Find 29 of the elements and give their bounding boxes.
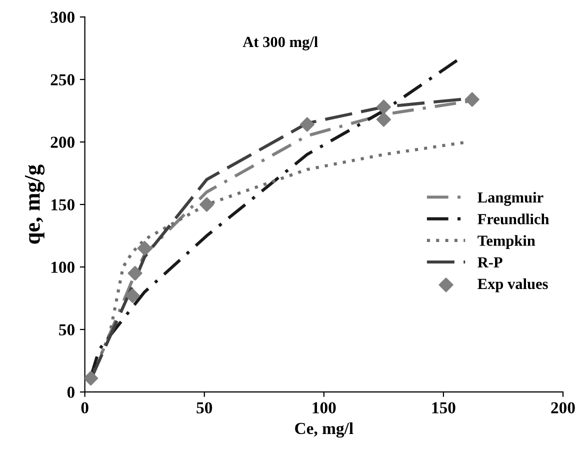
x-tick-label: 200: [551, 402, 575, 414]
point: [125, 288, 140, 304]
y-tick-label: 100: [51, 262, 74, 273]
point: [376, 100, 391, 114]
annotation: At 300 mg/l: [242, 36, 318, 50]
point: [376, 112, 391, 127]
x-axis-title: Ce, mg/l: [295, 422, 354, 438]
point: [300, 117, 314, 132]
y-tick-label: 150: [51, 199, 74, 210]
legend-label: R-P: [478, 257, 502, 268]
y-tick-label: 50: [59, 324, 74, 336]
point: [128, 266, 142, 281]
x-tick-label: 150: [432, 402, 456, 414]
y-axis-title: qe, mg/g: [25, 164, 45, 244]
x-tick-label: 50: [196, 402, 212, 414]
legend-label: Langmuir: [478, 192, 544, 206]
legend-label: Tempkin: [478, 235, 536, 250]
y-tick-label: 200: [50, 136, 74, 148]
legend-label: Freundlich: [478, 214, 550, 224]
y-tick-label: 300: [50, 12, 74, 23]
y-tick-label: 250: [50, 74, 74, 86]
point: [84, 370, 98, 386]
x-tick-label: 0: [81, 402, 88, 414]
y-tick-label: 0: [67, 386, 74, 398]
point: [199, 197, 214, 212]
point: [464, 92, 480, 107]
legend-label: Exp values: [478, 278, 548, 292]
point: [137, 240, 152, 256]
x-tick-label: 100: [312, 402, 336, 414]
